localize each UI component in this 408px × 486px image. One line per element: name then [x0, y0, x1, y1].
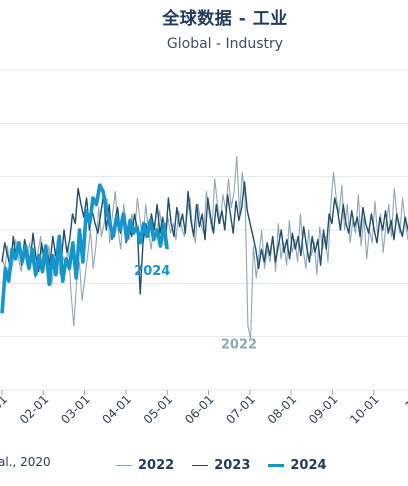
legend-label-2023: 2023: [214, 458, 251, 473]
x-tick-label-2: 03-01: [58, 392, 93, 427]
series-line-2023: [1, 181, 408, 295]
series-line-2022: [1, 155, 408, 340]
x-tick-label-0: 01: [0, 392, 10, 413]
annotation-2022: 2022: [221, 337, 257, 352]
legend-item-2023[interactable]: 2023: [192, 458, 250, 473]
x-tick-label-9: 10-01: [347, 392, 382, 427]
x-tick-label-7: 08-01: [265, 392, 300, 427]
x-tick-label-4: 05-01: [141, 392, 176, 427]
x-tick-label-3: 04-01: [99, 392, 134, 427]
x-tick-label-5: 06-01: [182, 392, 217, 427]
chart-subtitle: Global - Industry: [166, 36, 284, 52]
legend-swatch-2024: [268, 464, 285, 467]
legend-item-2024[interactable]: 2024: [268, 458, 327, 473]
legend-label-2024: 2024: [290, 458, 327, 473]
legend-item-2022[interactable]: 2022: [116, 458, 174, 473]
source-footnote: al., 2020: [0, 455, 51, 469]
x-tick-label-10: 11: [402, 392, 408, 413]
x-tick-label-8: 09-01: [306, 392, 341, 427]
legend-label-2022: 2022: [138, 458, 175, 473]
legend-swatch-2023: [192, 465, 209, 466]
series-line-2024: [0, 183, 169, 314]
legend: 2022 2023 2024: [116, 458, 327, 473]
annotation-2024: 2024: [134, 264, 170, 279]
chart-title: 全球数据 - 工业: [162, 9, 288, 29]
legend-swatch-2022: [116, 465, 132, 466]
x-tick-label-1: 02-01: [17, 392, 52, 427]
x-tick-label-6: 07-01: [223, 392, 258, 427]
